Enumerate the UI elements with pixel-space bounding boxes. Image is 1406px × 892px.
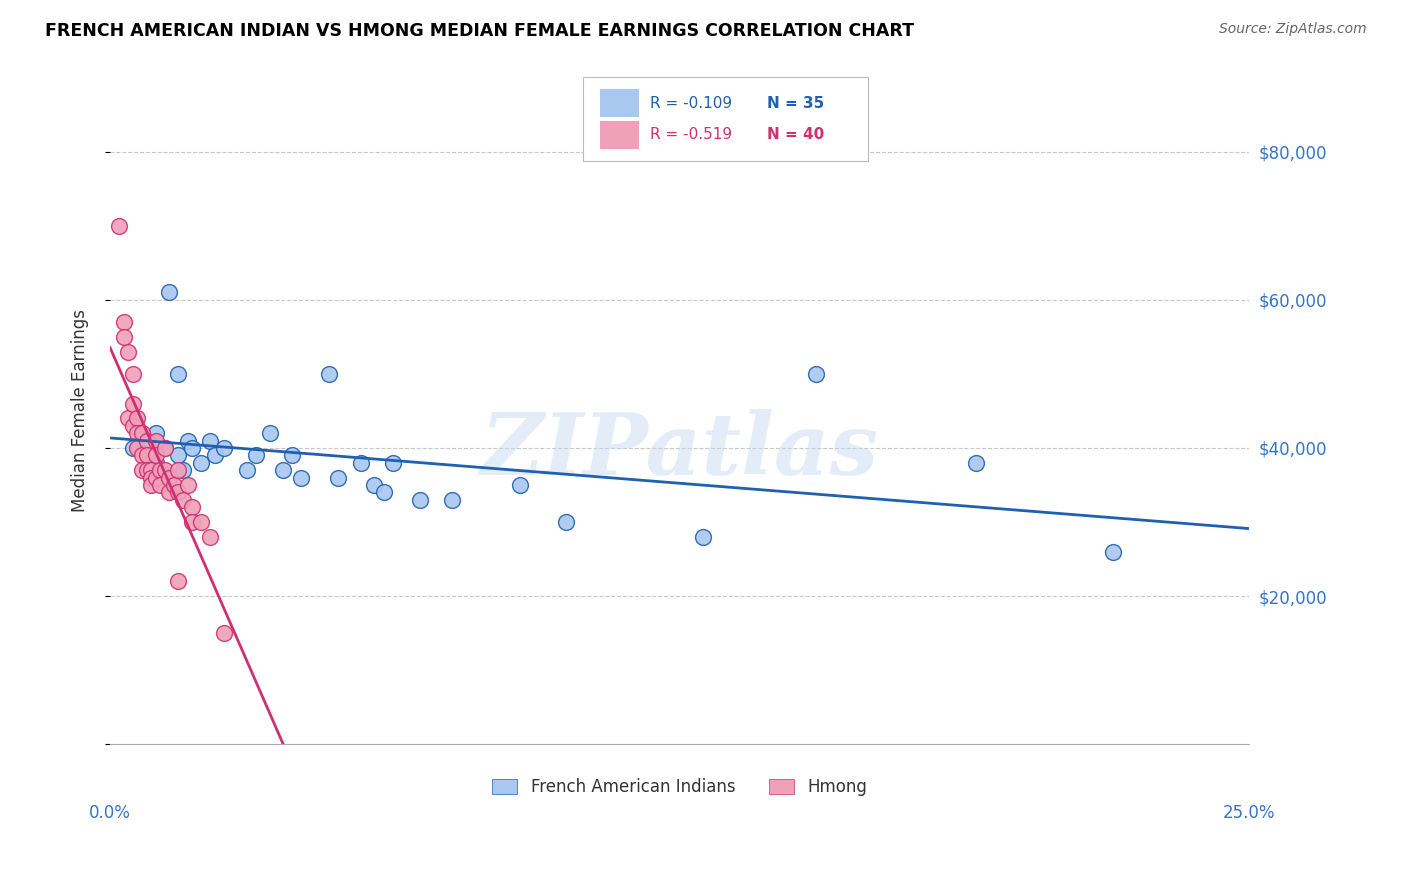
Point xyxy=(139,470,162,484)
Point xyxy=(139,478,162,492)
Point xyxy=(271,463,294,477)
Point xyxy=(112,315,135,329)
Point xyxy=(145,434,167,448)
Point xyxy=(145,449,167,463)
Point xyxy=(167,574,190,589)
Point xyxy=(167,367,190,381)
Point xyxy=(965,456,987,470)
Point xyxy=(127,441,149,455)
Point xyxy=(135,463,157,477)
Point xyxy=(290,470,312,484)
Point xyxy=(127,426,149,441)
Point xyxy=(131,426,153,441)
Text: 25.0%: 25.0% xyxy=(1223,804,1275,822)
Point xyxy=(806,367,828,381)
Point xyxy=(153,441,176,455)
Y-axis label: Median Female Earnings: Median Female Earnings xyxy=(72,310,89,512)
Text: FRENCH AMERICAN INDIAN VS HMONG MEDIAN FEMALE EARNINGS CORRELATION CHART: FRENCH AMERICAN INDIAN VS HMONG MEDIAN F… xyxy=(45,22,914,40)
Point xyxy=(181,515,204,529)
Point xyxy=(117,344,139,359)
Point xyxy=(172,463,194,477)
Point xyxy=(108,219,131,233)
Point xyxy=(157,470,180,484)
Point xyxy=(212,441,235,455)
Text: ZIPatlas: ZIPatlas xyxy=(481,409,879,492)
Point xyxy=(167,449,190,463)
Point xyxy=(212,626,235,640)
Point xyxy=(131,449,153,463)
Point xyxy=(157,485,180,500)
Point xyxy=(167,463,190,477)
Text: R = -0.519: R = -0.519 xyxy=(650,128,733,143)
Point xyxy=(440,492,463,507)
Point xyxy=(117,411,139,425)
Point xyxy=(373,485,395,500)
Point xyxy=(350,456,373,470)
Point xyxy=(121,441,143,455)
FancyBboxPatch shape xyxy=(600,120,638,149)
Point xyxy=(181,500,204,515)
Point xyxy=(172,492,194,507)
Point xyxy=(176,434,198,448)
Point xyxy=(281,449,304,463)
Point xyxy=(157,285,180,300)
Point xyxy=(554,515,576,529)
Point xyxy=(153,441,176,455)
Point xyxy=(204,449,226,463)
Text: R = -0.109: R = -0.109 xyxy=(650,96,733,111)
Point xyxy=(236,463,259,477)
FancyBboxPatch shape xyxy=(583,78,868,161)
Point xyxy=(135,434,157,448)
Point xyxy=(163,478,186,492)
Point xyxy=(176,478,198,492)
Point xyxy=(692,530,714,544)
Point xyxy=(135,449,157,463)
Point xyxy=(131,463,153,477)
Point xyxy=(145,456,167,470)
Point xyxy=(318,367,340,381)
Point xyxy=(127,411,149,425)
Text: N = 35: N = 35 xyxy=(768,96,825,111)
Point xyxy=(135,449,157,463)
Point xyxy=(326,470,349,484)
Point xyxy=(381,456,404,470)
Point xyxy=(1101,545,1123,559)
Point xyxy=(153,463,176,477)
Point xyxy=(145,426,167,441)
Point xyxy=(112,330,135,344)
Point xyxy=(181,441,204,455)
Point xyxy=(149,463,172,477)
Point xyxy=(200,530,222,544)
Point xyxy=(190,515,212,529)
Point xyxy=(363,478,385,492)
Point xyxy=(121,396,143,410)
Legend: French American Indians, Hmong: French American Indians, Hmong xyxy=(486,772,873,803)
Point xyxy=(121,367,143,381)
Point xyxy=(149,478,172,492)
Point xyxy=(145,470,167,484)
Point xyxy=(245,449,267,463)
FancyBboxPatch shape xyxy=(600,89,638,118)
Point xyxy=(509,478,531,492)
Text: N = 40: N = 40 xyxy=(768,128,825,143)
Point xyxy=(139,463,162,477)
Point xyxy=(200,434,222,448)
Point xyxy=(409,492,432,507)
Point xyxy=(259,426,281,441)
Point xyxy=(190,456,212,470)
Text: Source: ZipAtlas.com: Source: ZipAtlas.com xyxy=(1219,22,1367,37)
Text: 0.0%: 0.0% xyxy=(89,804,131,822)
Point xyxy=(167,485,190,500)
Point xyxy=(121,418,143,433)
